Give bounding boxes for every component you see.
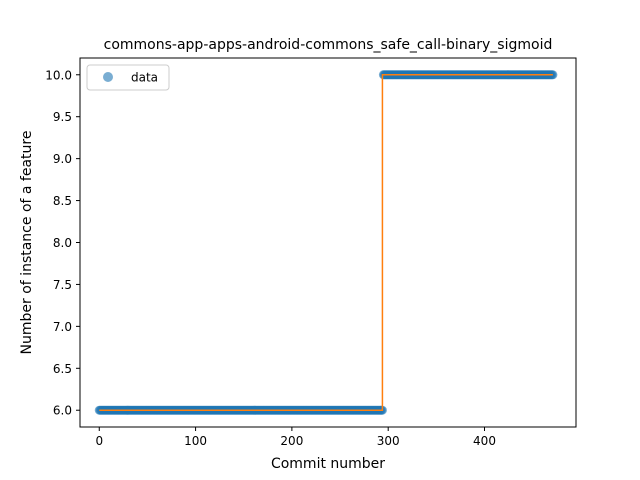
y-tick-label: 9.0 (53, 152, 72, 166)
y-tick-label: 7.0 (53, 320, 72, 334)
y-tick-label: 7.5 (53, 278, 72, 292)
legend-box (86, 64, 170, 91)
x-axis-label: Commit number (271, 456, 385, 472)
y-axis-label: Number of instance of a feature (19, 131, 35, 355)
y-tick-label: 8.0 (53, 236, 72, 250)
plot-area (94, 70, 558, 415)
y-tick-label: 10.0 (45, 68, 72, 82)
legend: data (86, 64, 170, 91)
x-tick-label: 400 (473, 434, 496, 448)
chart-title: commons-app-apps-android-commons_safe_ca… (104, 37, 553, 53)
x-axis: 0 100 200 300 400 (95, 427, 496, 448)
y-tick-label: 9.5 (53, 110, 72, 124)
y-tick-label: 6.0 (53, 404, 72, 418)
y-tick-label: 8.5 (53, 194, 72, 208)
x-tick-label: 300 (377, 434, 400, 448)
legend-label-data: data (131, 71, 158, 85)
x-tick-label: 100 (184, 434, 207, 448)
legend-marker (103, 72, 113, 82)
x-tick-label: 200 (280, 434, 303, 448)
x-tick-label: 0 (95, 434, 103, 448)
series-line (99, 74, 553, 411)
y-tick-label: 6.5 (53, 362, 72, 376)
y-axis: 6.0 6.5 7.0 7.5 8.0 8.5 9.0 9.5 10.0 (45, 68, 80, 418)
